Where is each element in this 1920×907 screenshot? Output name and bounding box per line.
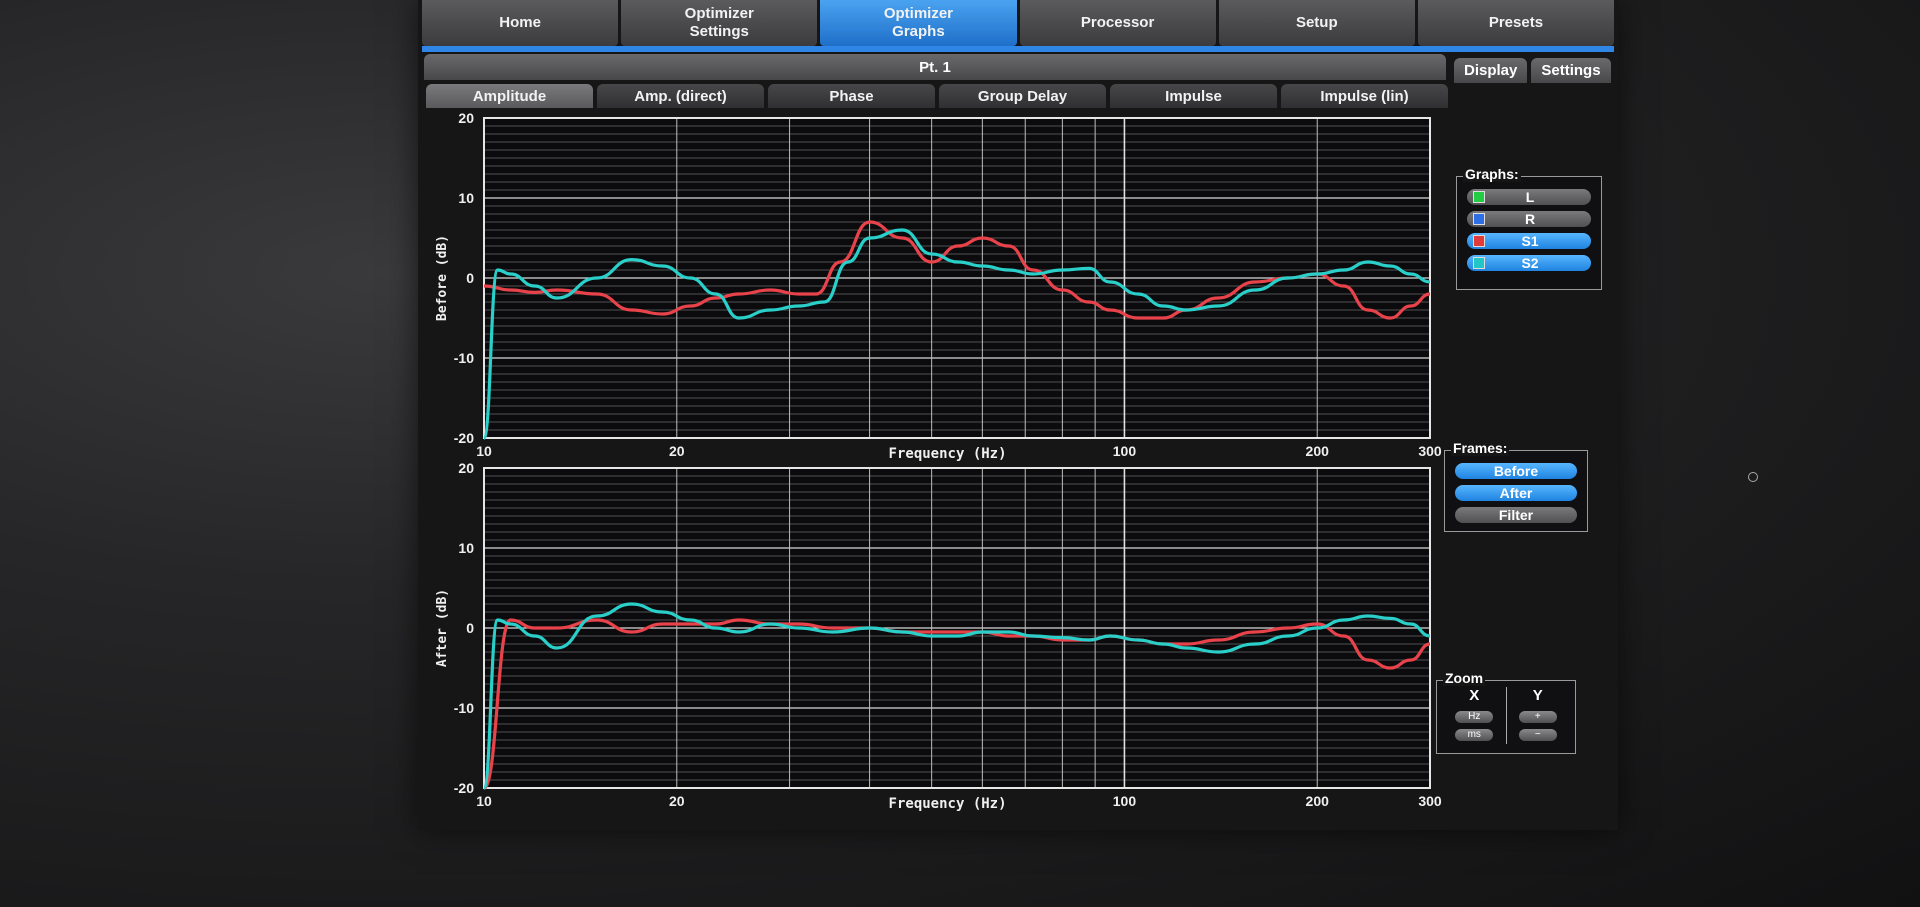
subtab-impulse-lin[interactable]: Impulse (lin)	[1281, 84, 1448, 108]
zoom-x-ms-button[interactable]: ms	[1455, 729, 1494, 741]
y-tick-label: 0	[466, 620, 474, 636]
side-button-group: Display Settings	[1454, 58, 1611, 83]
zoom-x-hz-button[interactable]: Hz	[1455, 711, 1494, 723]
frame-toggle-filter[interactable]: Filter	[1455, 507, 1577, 523]
series-line-s2	[482, 228, 1431, 440]
y-tick-label: 10	[458, 540, 474, 556]
y-tick-label: 0	[466, 270, 474, 286]
graph-toggle-s1[interactable]: S1	[1467, 233, 1591, 249]
frames-panel: Frames: Before After Filter	[1444, 440, 1588, 532]
x-axis-label: Frequency (Hz)	[889, 446, 1007, 462]
y-tick-label: -10	[454, 350, 474, 366]
plot-frame	[483, 467, 1431, 789]
swatch-l	[1473, 191, 1485, 203]
charts-area: 20 10 0 -10 -20 10 20 100 200 300 Frequency (Hz) Be…	[426, 110, 1446, 812]
series-line-s2	[482, 602, 1431, 790]
y-tick-label: 20	[458, 460, 474, 476]
graphs-panel: Graphs: L R S1 S2	[1456, 166, 1602, 290]
position-label: Pt. 1	[919, 58, 951, 76]
y-axis-label: After (dB)	[435, 589, 450, 667]
zoom-panel-title: Zoom	[1443, 670, 1486, 686]
tab-setup[interactable]: Setup	[1218, 0, 1415, 46]
display-button[interactable]: Display	[1454, 58, 1528, 83]
graph-type-tabs: Amplitude Amp. (direct) Phase Group Dela…	[426, 84, 1448, 108]
tab-presets[interactable]: Presets	[1417, 0, 1615, 46]
position-selector[interactable]: Pt. 1	[424, 54, 1446, 80]
frame-toggle-before[interactable]: Before	[1455, 463, 1577, 479]
graph-toggle-r[interactable]: R	[1467, 211, 1591, 227]
subtab-group-delay[interactable]: Group Delay	[939, 84, 1106, 108]
swatch-r	[1473, 213, 1485, 225]
frame-toggle-after[interactable]: After	[1455, 485, 1577, 501]
y-tick-label: 10	[458, 190, 474, 206]
frames-panel-title: Frames:	[1451, 440, 1510, 456]
zoom-y-in-button[interactable]: +	[1518, 711, 1557, 723]
tab-home[interactable]: Home	[422, 0, 619, 46]
swatch-s2	[1473, 257, 1485, 269]
x-tick-label: 200	[1306, 443, 1330, 459]
y-tick-label: -10	[454, 700, 474, 716]
x-tick-label: 10	[476, 793, 492, 809]
x-tick-label: 300	[1418, 793, 1442, 809]
screen-reflection-dot	[1748, 472, 1758, 482]
settings-button[interactable]: Settings	[1531, 58, 1611, 83]
subtab-amplitude[interactable]: Amplitude	[426, 84, 593, 108]
x-tick-label: 20	[669, 793, 685, 809]
active-tab-underline	[422, 46, 1614, 52]
zoom-y-out-button[interactable]: −	[1518, 729, 1557, 741]
y-tick-label: -20	[454, 430, 474, 446]
zoom-x-label: X	[1469, 687, 1480, 704]
graph-toggle-s2[interactable]: S2	[1467, 255, 1591, 271]
subtab-phase[interactable]: Phase	[768, 84, 935, 108]
x-tick-label: 100	[1113, 443, 1137, 459]
x-tick-label: 200	[1306, 793, 1330, 809]
y-tick-label: 20	[458, 110, 474, 126]
zoom-panel: Zoom X Hz ms Y + −	[1436, 670, 1576, 754]
y-tick-label: -20	[454, 780, 474, 796]
main-menu: Home Optimizer Settings Optimizer Graphs…	[422, 0, 1615, 46]
tab-optimizer-graphs[interactable]: Optimizer Graphs	[820, 0, 1017, 46]
zoom-y-label: Y	[1532, 687, 1543, 704]
plot-frame	[483, 117, 1431, 439]
tab-processor[interactable]: Processor	[1019, 0, 1216, 46]
graphs-panel-title: Graphs:	[1463, 166, 1521, 182]
x-tick-label: 10	[476, 443, 492, 459]
y-axis-label: Before (dB)	[435, 235, 450, 321]
x-tick-label: 300	[1418, 443, 1442, 459]
subtab-impulse[interactable]: Impulse	[1110, 84, 1277, 108]
graph-toggle-l[interactable]: L	[1467, 189, 1591, 205]
x-tick-label: 20	[669, 443, 685, 459]
x-axis-label: Frequency (Hz)	[889, 796, 1007, 812]
x-tick-label: 100	[1113, 793, 1137, 809]
swatch-s1	[1473, 235, 1485, 247]
tab-optimizer-settings[interactable]: Optimizer Settings	[621, 0, 818, 46]
subtab-amp-direct[interactable]: Amp. (direct)	[597, 84, 764, 108]
